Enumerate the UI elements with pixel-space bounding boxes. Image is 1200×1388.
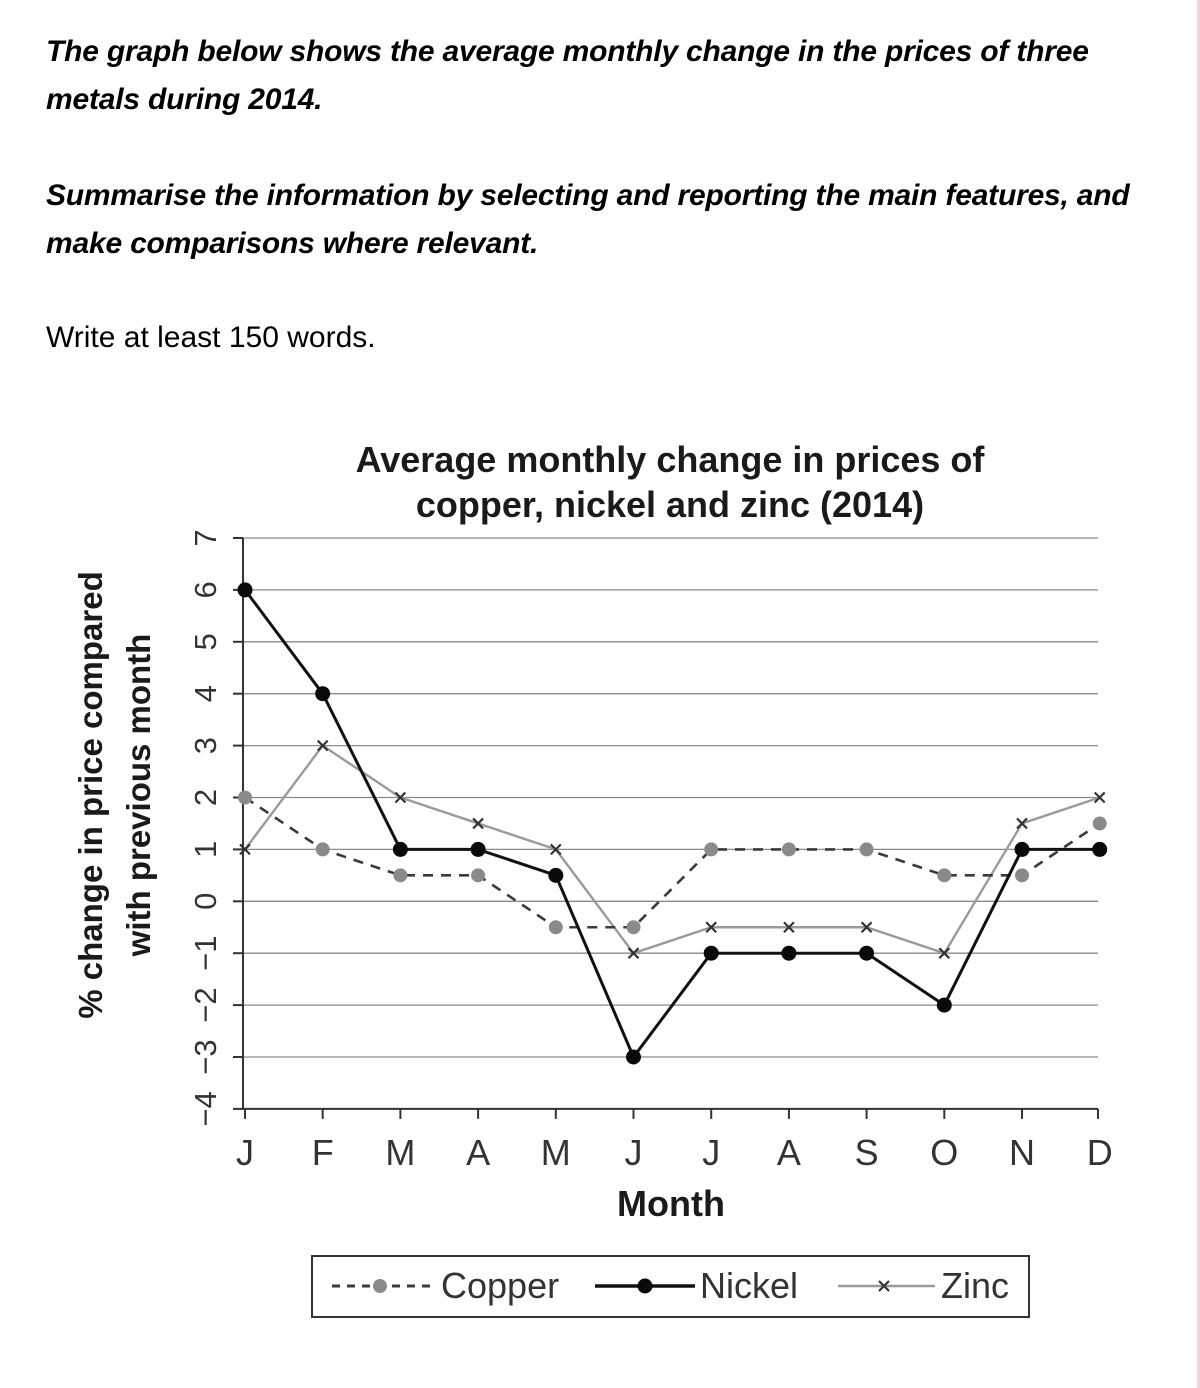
y-tick-label: 1 — [188, 841, 223, 858]
legend-item-copper: Copper — [332, 1265, 559, 1306]
legend: Copper Nickel Zinc — [311, 1255, 1030, 1318]
task-description: The graph below shows the average monthl… — [46, 35, 1089, 116]
y-tick-label: 0 — [188, 893, 223, 910]
copper-point — [704, 842, 719, 857]
legend-label-nickel: Nickel — [700, 1265, 798, 1306]
x-tick-label: J — [702, 1132, 720, 1173]
copper-point — [393, 868, 408, 883]
word-count-requirement: Write at least 150 words. — [46, 321, 376, 354]
copper-point — [937, 868, 952, 883]
y-tick-label: −4 — [188, 1091, 223, 1126]
zinc-point — [1093, 791, 1106, 804]
nickel-point — [1014, 841, 1030, 857]
x-tick-label: D — [1087, 1132, 1113, 1173]
legend-label-zinc: Zinc — [941, 1265, 1009, 1306]
series-zinc — [239, 739, 1106, 959]
x-tick-label: N — [1009, 1132, 1035, 1173]
line-chart: Average monthly change in prices ofcoppe… — [72, 439, 1113, 1318]
x-axis-label: Month — [617, 1183, 725, 1224]
series-nickel — [237, 582, 1108, 1065]
nickel-point — [392, 841, 408, 857]
x-axis-label-text: Month — [617, 1183, 725, 1224]
legend-item-nickel: Nickel — [595, 1265, 798, 1306]
zinc-point — [627, 947, 640, 959]
legend-marker-nickel — [637, 1278, 653, 1294]
legend-label-copper: Copper — [441, 1265, 559, 1306]
copper-point — [781, 842, 796, 857]
legend-marker-copper — [373, 1279, 387, 1293]
nickel-point — [703, 945, 719, 961]
zinc-point — [472, 817, 484, 830]
x-tick-label: M — [541, 1132, 571, 1173]
y-tick-label: 5 — [188, 633, 223, 650]
legend-item-zinc: Zinc — [838, 1265, 1009, 1306]
y-axis-label-line: with previous month — [120, 634, 157, 958]
zinc-point — [550, 843, 562, 856]
nickel-line — [243, 589, 1100, 1059]
zinc-point — [316, 739, 329, 752]
y-tick-label: 3 — [188, 737, 223, 754]
nickel-point — [315, 686, 331, 702]
chart-title-line: Average monthly change in prices of — [356, 439, 986, 480]
zinc-point — [938, 947, 951, 959]
x-tick-label: S — [855, 1132, 879, 1173]
y-axis-label-line: % change in price compared — [72, 571, 109, 1018]
x-tick-label: A — [777, 1132, 801, 1173]
y-tick-label: 2 — [188, 789, 223, 806]
gridlines — [243, 537, 1098, 1058]
chart-title-line: copper, nickel and zinc (2014) — [416, 484, 924, 525]
y-tick-label: 4 — [188, 685, 223, 702]
x-tick-label: A — [466, 1132, 490, 1173]
nickel-point — [1092, 841, 1108, 857]
copper-point — [1092, 816, 1107, 831]
nickel-point — [936, 997, 952, 1013]
y-axis-label: % change in price compared with previous … — [72, 571, 157, 1018]
y-tick-labels: 7 6 5 4 3 2 1 0 −1 −2 −3 −4 — [188, 529, 223, 1126]
copper-point — [1015, 868, 1029, 883]
y-tick-label: 6 — [188, 581, 223, 598]
x-tick-label: O — [930, 1132, 958, 1173]
axes — [233, 537, 1099, 1119]
zinc-point — [394, 791, 407, 804]
y-tick-label: −2 — [188, 987, 223, 1022]
nickel-point — [548, 867, 564, 883]
x-tick-label: J — [625, 1132, 643, 1173]
x-tick-label: M — [385, 1132, 415, 1173]
nickel-point — [626, 1049, 641, 1065]
nickel-point — [470, 841, 486, 857]
nickel-point — [781, 945, 797, 961]
page-right-border — [1197, 0, 1200, 1388]
copper-point — [238, 790, 252, 805]
copper-point — [548, 920, 563, 935]
series-copper — [238, 790, 1107, 935]
nickel-point — [859, 945, 875, 961]
zinc-point — [783, 921, 795, 934]
task-prompt: The graph below shows the average monthl… — [46, 28, 1146, 362]
nickel-point — [237, 582, 253, 598]
chart-title: Average monthly change in prices ofcoppe… — [356, 439, 986, 525]
series — [237, 582, 1108, 1065]
zinc-point — [860, 921, 873, 934]
zinc-line — [244, 744, 1101, 955]
zinc-point — [239, 843, 251, 856]
copper-point — [471, 868, 486, 883]
legend-marker-zinc — [878, 1280, 890, 1292]
zinc-point — [705, 921, 717, 934]
y-tick-label: −1 — [188, 936, 223, 971]
x-tick-label: F — [312, 1132, 334, 1173]
zinc-point — [1016, 817, 1028, 830]
task-instruction: Summarise the information by selecting a… — [46, 179, 1130, 260]
y-tick-label: −3 — [188, 1039, 223, 1074]
x-tick-label: J — [236, 1132, 254, 1173]
copper-point — [859, 842, 874, 857]
copper-point — [315, 842, 330, 857]
copper-point — [626, 920, 641, 935]
y-tick-label: 7 — [188, 529, 223, 546]
